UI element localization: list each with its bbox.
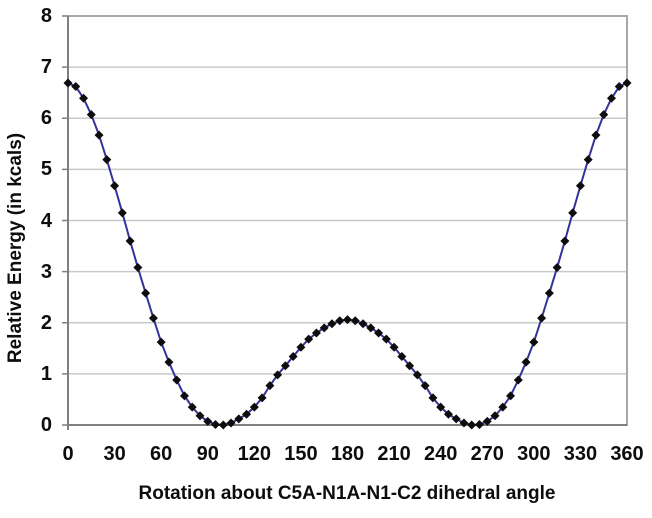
x-tick-label: 0 [62, 443, 74, 465]
data-point-marker [141, 288, 151, 298]
data-point-marker [249, 402, 259, 412]
data-point-marker [296, 342, 306, 352]
data-point-marker [63, 78, 73, 88]
data-point-marker [506, 391, 516, 401]
data-point-marker [327, 319, 337, 329]
data-point-marker [94, 130, 104, 140]
data-point-marker [374, 328, 384, 338]
data-point-marker [428, 393, 438, 403]
data-point-marker [273, 370, 283, 380]
data-point-marker [560, 236, 570, 246]
y-tick-label: 8 [40, 5, 52, 27]
data-point-marker [211, 419, 221, 429]
data-point-marker [304, 334, 314, 344]
data-point-marker [343, 315, 352, 325]
data-point-marker [552, 263, 562, 273]
data-point-marker [234, 414, 244, 424]
y-tick-label: 5 [40, 158, 52, 181]
data-point-marker [467, 420, 477, 430]
data-point-marker [544, 288, 554, 298]
data-point-marker [257, 393, 267, 403]
data-point-marker [529, 337, 539, 347]
data-point-marker [451, 414, 461, 424]
data-point-marker [288, 351, 298, 361]
data-point-marker [335, 316, 345, 326]
data-point-marker [71, 82, 81, 92]
x-tick-label: 360 [610, 443, 644, 465]
data-point-marker [226, 418, 236, 428]
x-tick-label: 210 [377, 443, 411, 465]
y-tick-label: 2 [40, 311, 52, 334]
data-point-marker [420, 381, 430, 391]
data-point-marker [443, 409, 453, 419]
data-point-marker [79, 93, 89, 103]
data-point-marker [187, 402, 197, 412]
data-point-marker [405, 361, 415, 371]
data-point-marker [482, 416, 492, 426]
x-tick-label: 150 [284, 443, 318, 465]
data-point-marker [459, 418, 469, 428]
data-point-marker [179, 391, 189, 401]
x-tick-label: 330 [563, 443, 598, 465]
data-point-marker [86, 110, 96, 120]
x-tick-label: 180 [330, 443, 365, 465]
y-axis-title: Relative Energy (in kcals) [5, 132, 26, 364]
data-point-marker [599, 110, 609, 120]
data-point-marker [568, 208, 578, 218]
data-point-marker [397, 351, 407, 361]
x-tick-label: 120 [237, 443, 272, 465]
data-point-marker [117, 208, 127, 218]
data-point-marker [381, 334, 391, 344]
x-tick-label: 270 [470, 443, 504, 465]
data-point-marker [164, 357, 174, 367]
data-point-marker [412, 370, 422, 380]
data-point-marker [203, 416, 213, 426]
x-tick-label: 60 [150, 443, 173, 465]
y-tick-label: 0 [40, 414, 52, 436]
data-point-marker [280, 361, 290, 371]
data-point-marker [474, 419, 484, 429]
data-point-marker [436, 402, 446, 412]
x-tick-label: 300 [517, 443, 551, 465]
data-point-marker [622, 78, 632, 88]
data-point-marker [521, 357, 531, 367]
data-point-marker [218, 420, 228, 430]
data-point-marker [614, 82, 624, 92]
data-point-marker [583, 155, 593, 165]
data-point-marker [148, 313, 158, 323]
data-point-marker [133, 263, 143, 273]
data-point-marker [102, 155, 112, 165]
data-point-marker [350, 316, 360, 326]
data-point-marker [358, 319, 368, 329]
y-tick-label: 3 [40, 260, 52, 283]
data-point-marker [389, 342, 399, 352]
data-point-marker [537, 313, 547, 323]
data-point-marker [172, 375, 182, 385]
data-point-marker [490, 411, 500, 421]
data-point-marker [125, 236, 135, 246]
y-tick-label: 7 [40, 56, 52, 79]
data-point-marker [195, 411, 205, 421]
data-point-marker [265, 381, 275, 391]
data-point-marker [606, 93, 616, 103]
data-point-marker [311, 328, 321, 338]
y-tick-label: 6 [40, 107, 52, 130]
data-point-marker [319, 323, 329, 333]
x-tick-label: 240 [423, 443, 458, 465]
data-point-marker [242, 409, 252, 419]
data-point-marker [513, 375, 523, 385]
data-point-marker [110, 181, 120, 191]
y-tick-label: 1 [40, 362, 52, 385]
data-point-marker [156, 337, 166, 347]
data-point-marker [591, 130, 601, 140]
data-point-marker [366, 323, 376, 333]
data-point-marker [575, 181, 585, 191]
y-tick-label: 4 [40, 209, 52, 232]
x-axis-title: Rotation about C5A-N1A-N1-C2 dihedral an… [138, 483, 556, 504]
data-point-marker [498, 402, 508, 412]
x-tick-label: 30 [103, 443, 126, 465]
x-tick-label: 90 [196, 443, 219, 465]
